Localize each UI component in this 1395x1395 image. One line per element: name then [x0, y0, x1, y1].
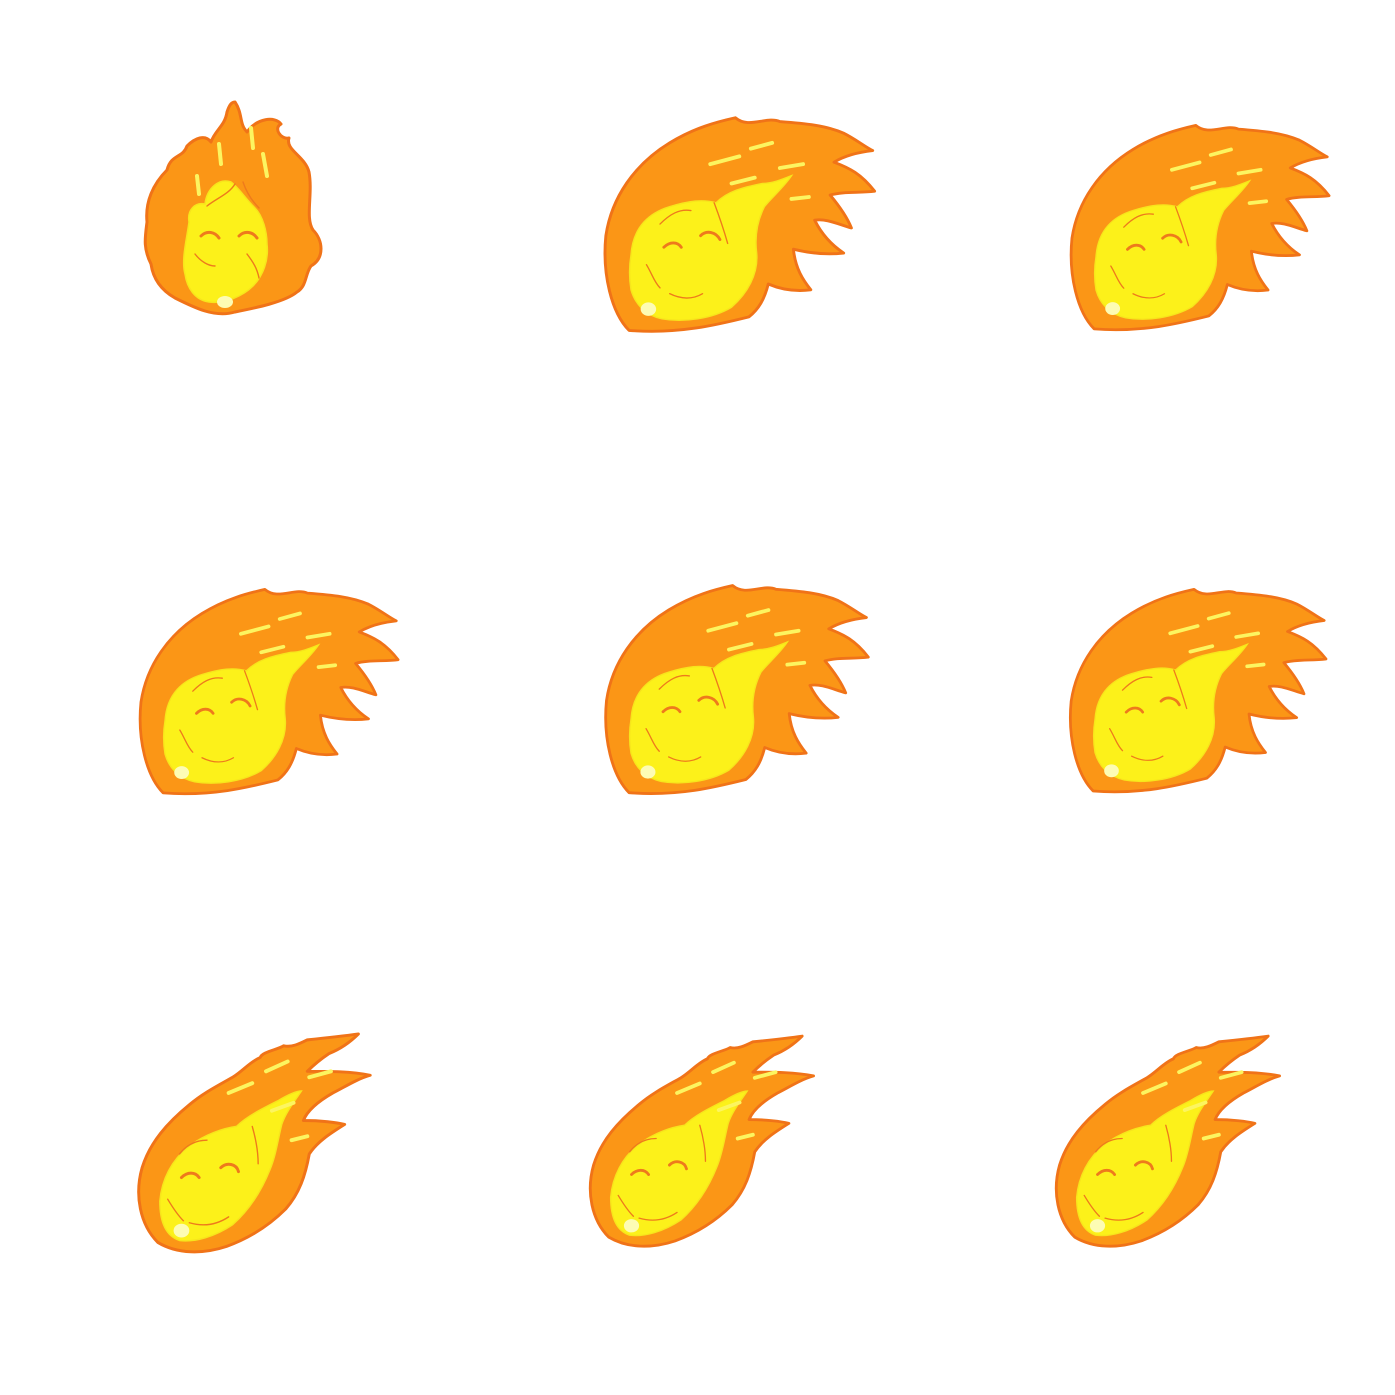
fireball-flying-icon [138, 587, 400, 796]
fireball-flying-icon [1068, 587, 1328, 794]
sprite-frame-5 [603, 583, 871, 796]
frames-layer [136, 100, 1332, 1254]
sprite-frame-3 [1069, 123, 1332, 332]
fireball-diving-icon [1054, 1034, 1282, 1249]
sprite-frame-9 [1054, 1034, 1282, 1249]
sprite-frame-8 [588, 1034, 816, 1249]
sprite-frame-7 [136, 1031, 373, 1254]
fireball-flying-icon [1069, 123, 1332, 332]
fireball-diving-icon [136, 1031, 373, 1254]
fireball-flying-icon [603, 115, 877, 334]
sprite-frame-1 [143, 100, 323, 316]
fireball-diving-icon [588, 1034, 816, 1249]
sprite-frame-4 [138, 587, 400, 796]
sprite-frame-2 [603, 115, 877, 334]
sprite-frame-6 [1068, 587, 1328, 794]
fireball-flying-icon [603, 583, 871, 796]
fireball-upright-icon [143, 100, 323, 316]
